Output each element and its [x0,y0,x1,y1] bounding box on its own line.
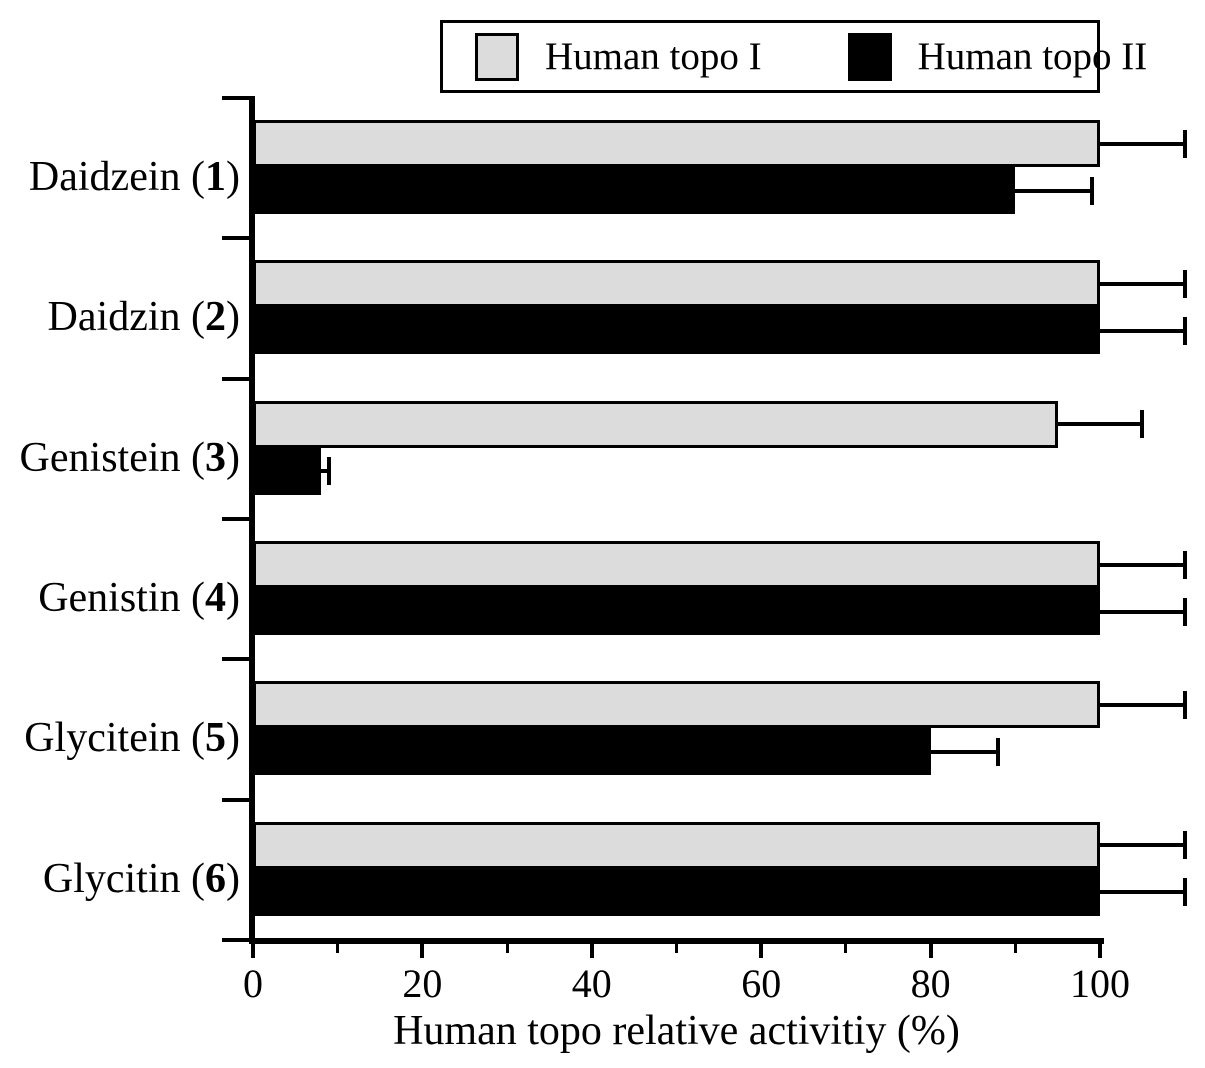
bar-topo2-glycitein [253,728,931,776]
x-axis-tick-label: 60 [741,961,782,1006]
y-axis-line [249,96,255,944]
error-bar-cap [1182,316,1187,345]
x-axis-major-tick [589,944,594,958]
legend: Human topo I Human topo II [440,20,1147,93]
y-axis-boundary-tick [222,96,252,100]
x-axis-major-tick [759,944,764,958]
error-bar-cap [1182,597,1187,626]
x-axis-tick-label: 0 [243,961,263,1006]
error-bar-line [1100,328,1185,333]
error-bar-cap [1089,176,1094,205]
error-bar-line [320,469,330,474]
x-axis-tick-label: 100 [1070,961,1130,1006]
category-number: 2 [205,294,226,341]
category-number: 3 [205,434,226,481]
bar-topo1-daidzein [253,120,1100,167]
y-axis-boundary-tick [222,517,252,521]
category-number: 4 [205,575,226,621]
y-axis-boundary-tick [222,236,252,241]
error-bar-line [1100,843,1185,848]
category-label-glycitein: Glycitein (5) [24,715,240,762]
error-bar-line [1100,281,1185,286]
category-number: 6 [205,855,226,902]
x-axis-major-tick [251,944,255,958]
category-label-genistein: Genistein (3) [19,434,240,481]
error-bar-cap [1140,410,1145,439]
error-bar-cap [996,737,1001,766]
error-bar-cap [1182,269,1187,298]
legend-label-human-topo-1: Human topo I [545,35,762,78]
error-bar-cap [327,457,332,486]
y-axis-boundary-tick [222,376,252,381]
error-bar-line [1100,702,1185,707]
x-axis-minor-tick [1013,944,1017,953]
error-bar-line [1015,188,1092,193]
x-axis-major-tick [1098,944,1102,958]
error-bar-cap [1182,550,1187,579]
bar-topo1-daidzin [253,260,1100,308]
bar-topo1-genistin [253,541,1100,588]
category-label-daidzein: Daidzein (1) [28,154,240,200]
x-axis-minor-tick [336,944,340,953]
category-label-glycitin: Glycitin (6) [42,855,240,902]
x-axis-minor-tick [675,944,678,953]
x-axis-minor-tick [505,944,509,953]
legend-item-human-topo-2: Human topo II [847,32,1148,81]
category-number: 5 [205,715,226,762]
x-axis-major-tick [928,944,933,958]
error-bar-cap [1182,129,1187,158]
y-axis-boundary-tick [222,938,252,942]
bar-topo2-genistein [253,447,321,495]
bar-topo1-genistein [253,400,1058,448]
bar-topo2-daidzein [253,167,1016,214]
bar-topo2-genistin [253,588,1100,635]
x-axis-label: Human topo relative activitiy (%) [393,1008,960,1054]
y-axis-boundary-tick [222,797,252,802]
error-bar-cap [1182,878,1187,907]
x-axis-line [249,938,1104,944]
x-axis-tick-label: 20 [402,961,443,1006]
legend-swatch-human-topo-1 [475,32,519,81]
legend-swatch-human-topo-2 [847,32,892,81]
category-label-genistin: Genistin (4) [38,575,240,621]
x-axis-minor-tick [844,944,848,953]
error-bar-cap [1182,690,1187,719]
error-bar-line [1100,609,1185,614]
category-label-daidzin: Daidzin (2) [47,294,240,341]
bar-topo2-daidzin [253,307,1100,355]
x-axis-tick-label: 40 [571,961,612,1006]
error-bar-line [1100,562,1185,567]
error-bar-line [930,749,999,754]
x-axis-major-tick [420,944,425,958]
legend-item-human-topo-1: Human topo I [475,32,762,81]
bar-topo2-glycitin [253,868,1100,916]
y-axis-boundary-tick [222,657,252,662]
error-bar-cap [1182,831,1187,860]
x-axis-tick-label: 80 [910,961,951,1006]
error-bar-line [1100,890,1185,895]
legend-label-human-topo-2: Human topo II [917,35,1148,78]
bar-topo1-glycitein [253,681,1100,729]
bar-topo1-glycitin [253,821,1100,869]
error-bar-line [1057,422,1143,427]
error-bar-line [1100,141,1185,146]
category-number: 1 [205,154,226,200]
